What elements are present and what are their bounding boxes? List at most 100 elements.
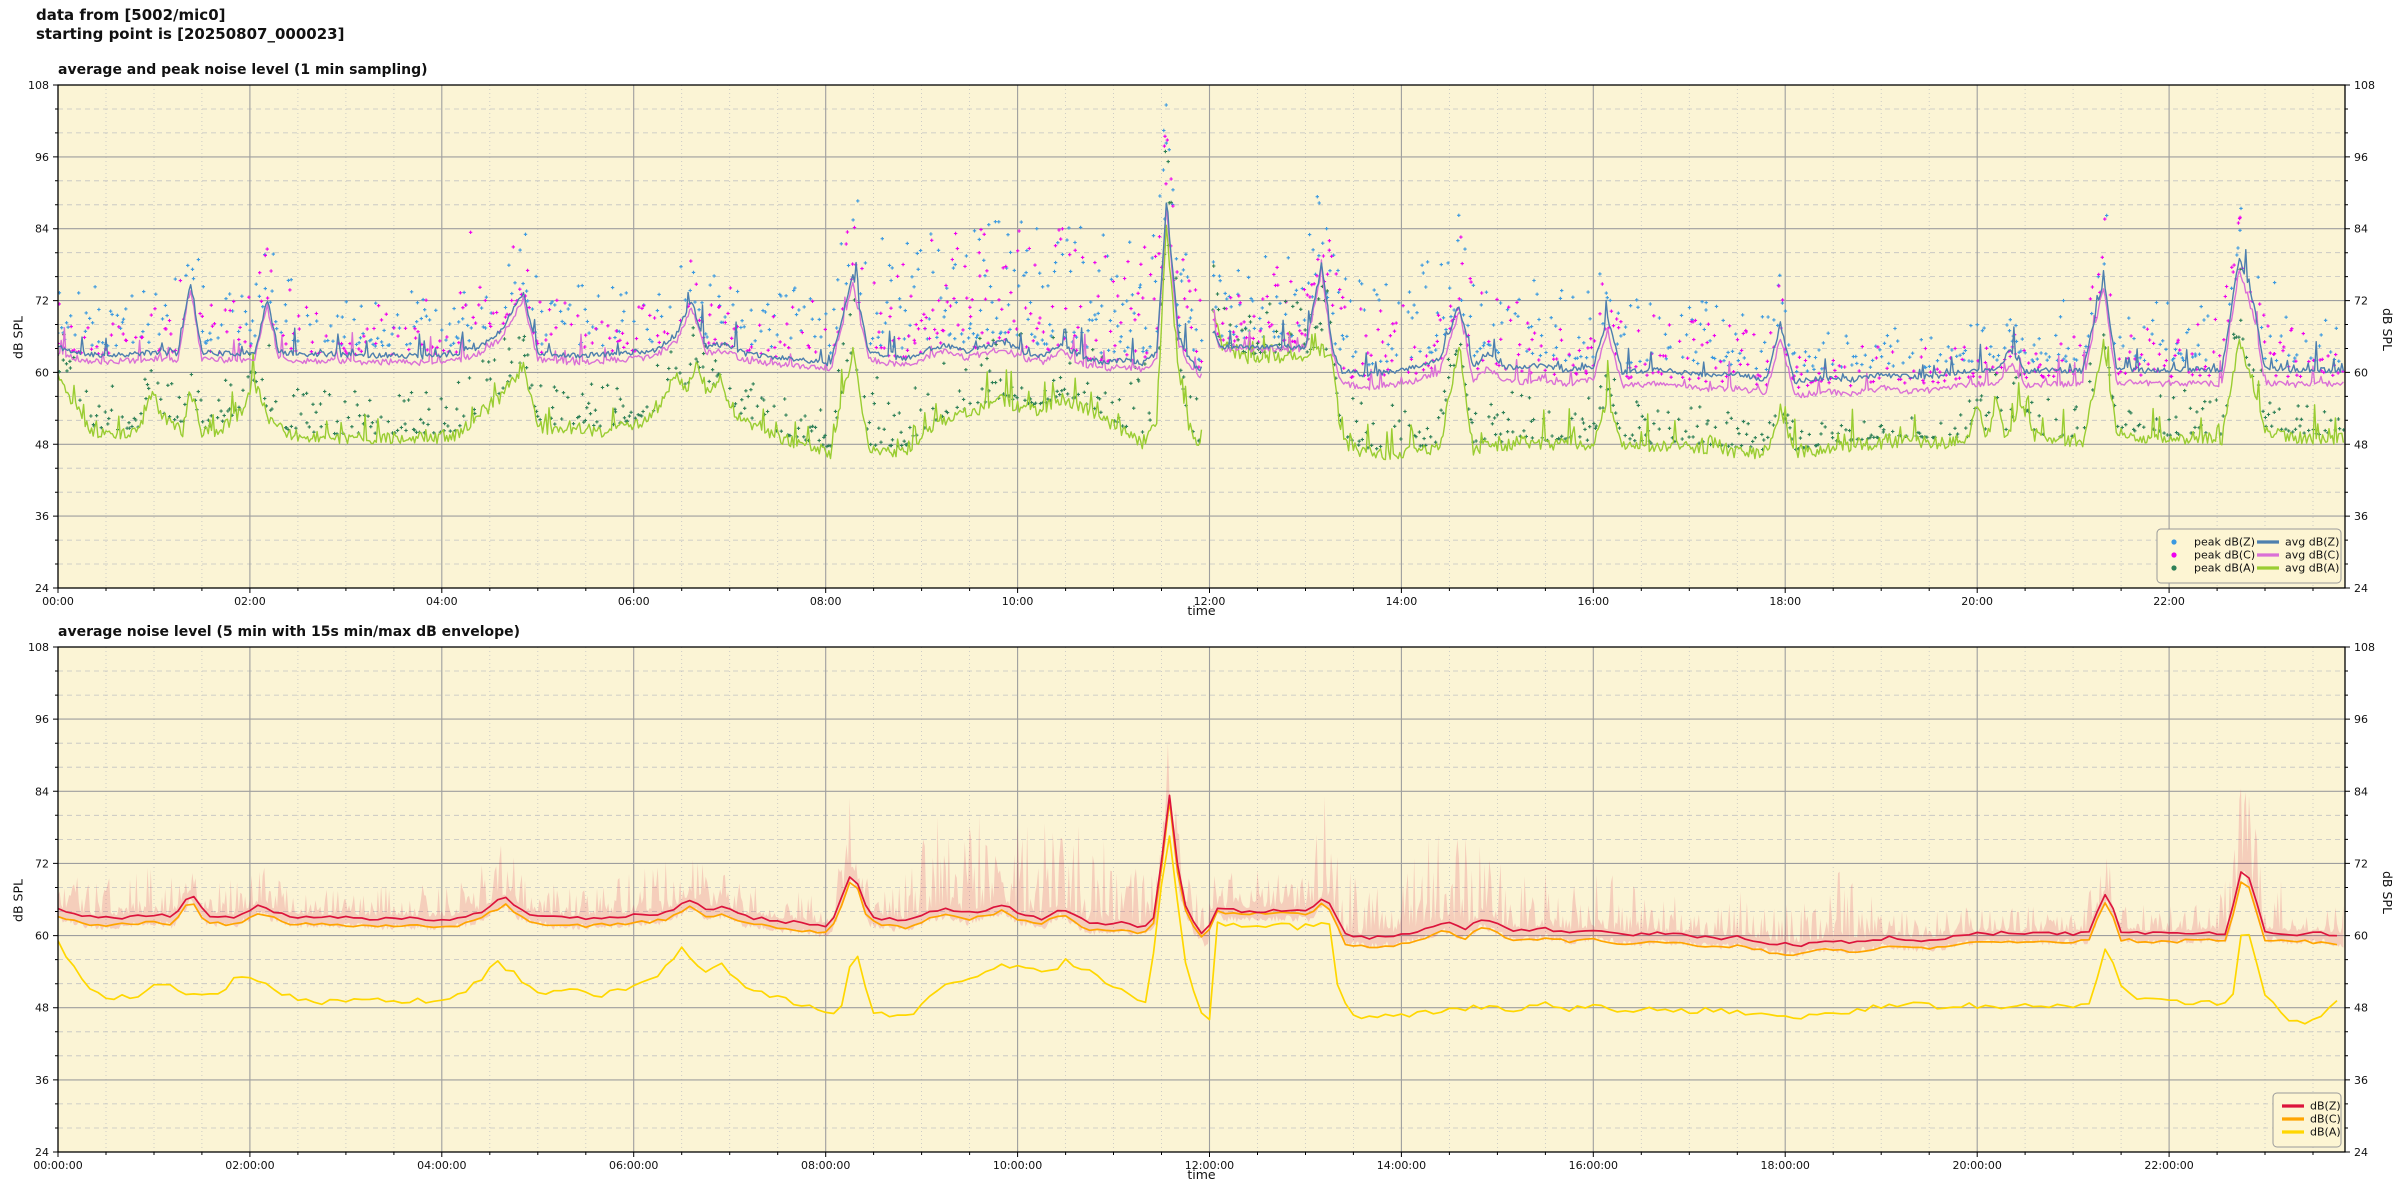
chart1-y-tick-label-right: 96 — [2354, 151, 2368, 164]
legend-item-label: peak dB(C) — [2194, 549, 2255, 562]
chart2-ylabel-right: dB SPL — [2380, 871, 2395, 914]
chart2-xlabel: time — [1187, 1167, 1216, 1182]
chart1-y-tick-label-right: 72 — [2354, 295, 2368, 308]
chart1-line-avg-db-c- — [58, 204, 2344, 399]
chart1-xlabel: time — [1187, 603, 1216, 618]
legend-item-label: peak dB(Z) — [2194, 536, 2255, 549]
chart2-x-tick-label: 08:00:00 — [801, 1159, 850, 1172]
chart1-x-tick-label: 16:00 — [1577, 595, 1609, 608]
chart1-y-tick-label-left: 36 — [35, 510, 49, 523]
chart2-x-tick-label: 00:00:00 — [33, 1159, 82, 1172]
chart1-x-tick-label: 06:00 — [618, 595, 650, 608]
chart2-minmax-envelope — [58, 742, 2344, 957]
chart2-x-tick-label: 16:00:00 — [1569, 1159, 1618, 1172]
chart2-y-tick-label-right: 36 — [2354, 1074, 2368, 1087]
chart1-y-tick-label-right: 108 — [2354, 79, 2375, 92]
chart1-scatter-peak-db-a- — [58, 149, 2345, 452]
chart2-plot-area — [58, 647, 2345, 1152]
chart1-y-tick-label-right: 48 — [2354, 438, 2368, 451]
chart1-plot-area — [58, 85, 2345, 588]
chart2-series-layer — [58, 742, 2344, 1025]
legend-marker-dot — [2171, 552, 2177, 558]
chart2-legend: dB(Z)dB(C)dB(A) — [2272, 1092, 2342, 1148]
chart2-x-tick-label: 12:00:00 — [1185, 1159, 1234, 1172]
header-line-1: data from [5002/mic0] — [36, 6, 226, 24]
chart2-x-tick-label: 20:00:00 — [1952, 1159, 2001, 1172]
chart2-y-tick-label-right: 60 — [2354, 930, 2368, 943]
chart1-x-tick-label: 18:00 — [1769, 595, 1801, 608]
chart2-y-tick-label-left: 24 — [35, 1146, 49, 1159]
legend-item-label: avg dB(Z) — [2285, 536, 2339, 549]
chart1-spines — [57, 84, 2346, 589]
chart1-y-tick-label-right: 84 — [2354, 223, 2368, 236]
chart1-x-tick-label: 08:00 — [810, 595, 842, 608]
chart1-x-tick-label: 00:00 — [42, 595, 74, 608]
chart2-x-tick-label: 18:00:00 — [1761, 1159, 1810, 1172]
chart1-x-tick-label: 14:00 — [1386, 595, 1418, 608]
legend-marker-dot — [2171, 539, 2177, 545]
chart2-title: average noise level (5 min with 15s min/… — [58, 624, 521, 640]
chart2-y-tick-label-left: 36 — [35, 1074, 49, 1087]
chart1-y-tick-label-left: 96 — [35, 151, 49, 164]
chart1-y-tick-label-left: 60 — [35, 366, 49, 379]
chart2-y-tick-label-right: 72 — [2354, 857, 2368, 870]
chart1-y-tick-label-left: 84 — [35, 223, 49, 236]
legend-item-label: peak dB(A) — [2194, 562, 2255, 575]
chart1: 00:00 02:00 04:00 06:00 08:00 10:00 12:00 14:00… — [28, 79, 2375, 608]
chart1-x-tick-label: 22:00 — [2153, 595, 2185, 608]
chart2-tick-marks — [53, 646, 2350, 1157]
chart2-y-tick-label-right: 24 — [2354, 1146, 2368, 1159]
chart2-x-tick-label: 02:00:00 — [225, 1159, 274, 1172]
chart2-grid-major-x — [249, 647, 2170, 1152]
chart1-x-tick-label: 04:00 — [426, 595, 458, 608]
chart2-ylabel-left: dB SPL — [10, 879, 26, 922]
chart1-legend: peak dB(Z)peak dB(C)peak dB(A)avg dB(Z)a… — [2156, 528, 2342, 584]
header-line-2: starting point is [20250807_000023] — [36, 25, 345, 43]
chart1-y-tick-label-left: 24 — [35, 582, 49, 595]
legend-item-label: dB(Z) — [2310, 1100, 2341, 1113]
legend-item-label: avg dB(C) — [2285, 549, 2340, 562]
chart1-line-avg-db-z- — [58, 202, 2345, 385]
chart1-ylabel-left: dB SPL — [10, 316, 26, 359]
chart1-y-tick-label-left: 48 — [35, 438, 49, 451]
chart2-y-tick-label-left: 108 — [28, 641, 49, 654]
chart2-grid-minor-x — [105, 647, 2314, 1152]
chart2-x-tick-label: 22:00:00 — [2144, 1159, 2193, 1172]
chart1-series-layer — [58, 103, 2345, 461]
chart2-x-tick-label: 10:00:00 — [993, 1159, 1042, 1172]
chart1-tick-marks — [53, 84, 2350, 593]
chart2-y-tick-label-right: 96 — [2354, 713, 2368, 726]
chart2-grid-minor-y — [58, 670, 2345, 1129]
chart2-y-tick-label-right: 84 — [2354, 785, 2368, 798]
chart1-title: average and peak noise level (1 min samp… — [58, 62, 428, 78]
chart1-x-tick-label: 10:00 — [1002, 595, 1034, 608]
legend-item-label: dB(A) — [2310, 1126, 2341, 1139]
chart2-line-db-c- — [58, 799, 2338, 957]
chart2-x-tick-label: 06:00:00 — [609, 1159, 658, 1172]
chart1-x-tick-label: 20:00 — [1961, 595, 1993, 608]
chart1-legend-box — [2156, 528, 2342, 584]
chart1-line-avg-db-a- — [58, 224, 2345, 461]
chart1-x-tick-label: 12:00 — [1194, 595, 1226, 608]
chart1-ylabel-right: dB SPL — [2380, 308, 2395, 351]
legend-marker-dot — [2171, 565, 2177, 571]
chart2-y-tick-label-left: 72 — [35, 857, 49, 870]
chart1-y-tick-label-left: 108 — [28, 79, 49, 92]
chart2-y-tick-label-left: 48 — [35, 1002, 49, 1015]
chart1-y-tick-label-right: 36 — [2354, 510, 2368, 523]
chart2-y-tick-label-left: 60 — [35, 930, 49, 943]
chart1-x-tick-label: 02:00 — [234, 595, 266, 608]
legend-item-label: avg dB(A) — [2285, 562, 2339, 575]
chart2-x-tick-label: 14:00:00 — [1377, 1159, 1426, 1172]
chart2-y-tick-label-left: 84 — [35, 785, 49, 798]
legend-item-label: dB(C) — [2310, 1113, 2341, 1126]
chart1-y-tick-label-right: 60 — [2354, 366, 2368, 379]
chart2-x-tick-label: 04:00:00 — [417, 1159, 466, 1172]
chart2-y-tick-label-right: 48 — [2354, 1002, 2368, 1015]
chart2-y-tick-label-right: 108 — [2354, 641, 2375, 654]
chart2-line-db-z- — [58, 794, 2338, 948]
chart2-y-tick-label-left: 96 — [35, 713, 49, 726]
chart1-grid-minor-y — [58, 108, 2345, 565]
